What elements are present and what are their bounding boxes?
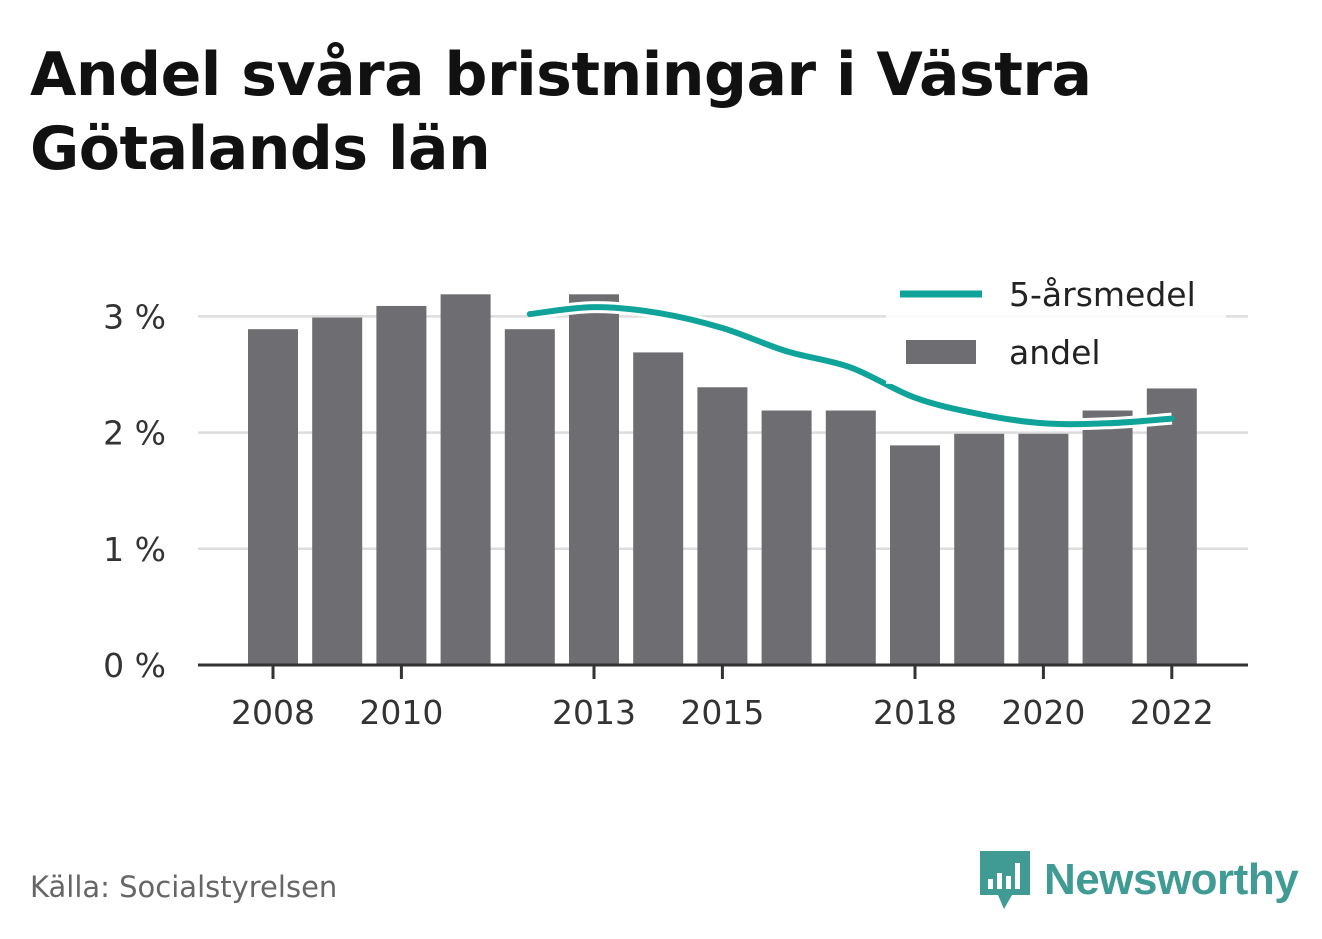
brand-logo: Newsworthy — [980, 850, 1299, 910]
y-tick-label: 0 % — [103, 646, 166, 685]
legend: 5-årsmedel andel — [886, 268, 1226, 384]
x-tick-label: 2010 — [359, 693, 443, 732]
legend-background — [886, 268, 1226, 384]
source-note: Källa: Socialstyrelsen — [30, 870, 338, 904]
x-tick-label: 2018 — [873, 693, 957, 732]
x-tick-label: 2008 — [231, 693, 315, 732]
bar — [890, 445, 940, 665]
bar — [954, 433, 1005, 665]
bar-series — [248, 294, 1197, 665]
y-tick-label: 3 % — [103, 297, 166, 336]
average-line — [526, 304, 1175, 428]
brand-name: Newsworthy — [1044, 855, 1299, 904]
bar — [569, 294, 619, 665]
x-tick-label: 2020 — [1001, 693, 1085, 732]
legend-bar-swatch — [906, 340, 976, 364]
x-tick-label: 2015 — [680, 693, 764, 732]
bar — [248, 329, 298, 665]
legend-label-share: andel — [1009, 333, 1101, 372]
chart-title: Andel svåra bristningar i Västra Götalan… — [30, 40, 1092, 184]
y-axis-tick-labels: 0 % 1 % 2 % 3 % — [103, 297, 166, 685]
bar — [761, 410, 812, 665]
y-tick-label: 2 % — [103, 414, 166, 453]
bar — [825, 410, 876, 665]
average-line-series — [526, 301, 1175, 431]
x-tick-label: 2013 — [552, 693, 636, 732]
x-axis — [198, 663, 1248, 679]
bar — [1018, 433, 1069, 665]
bar — [312, 317, 363, 665]
bar — [504, 329, 555, 665]
bar — [697, 387, 748, 665]
bar — [633, 352, 684, 665]
bar — [1146, 388, 1197, 665]
bar — [376, 305, 427, 665]
x-axis-tick-labels: 2008 2010 2013 2015 2018 2020 2022 — [231, 693, 1214, 732]
legend-label-average: 5-årsmedel — [1009, 275, 1196, 314]
y-tick-label: 1 % — [103, 530, 166, 569]
newsworthy-logo-icon — [980, 851, 1030, 909]
bar — [1082, 410, 1133, 665]
bar — [440, 294, 491, 665]
x-tick-label: 2022 — [1130, 693, 1214, 732]
